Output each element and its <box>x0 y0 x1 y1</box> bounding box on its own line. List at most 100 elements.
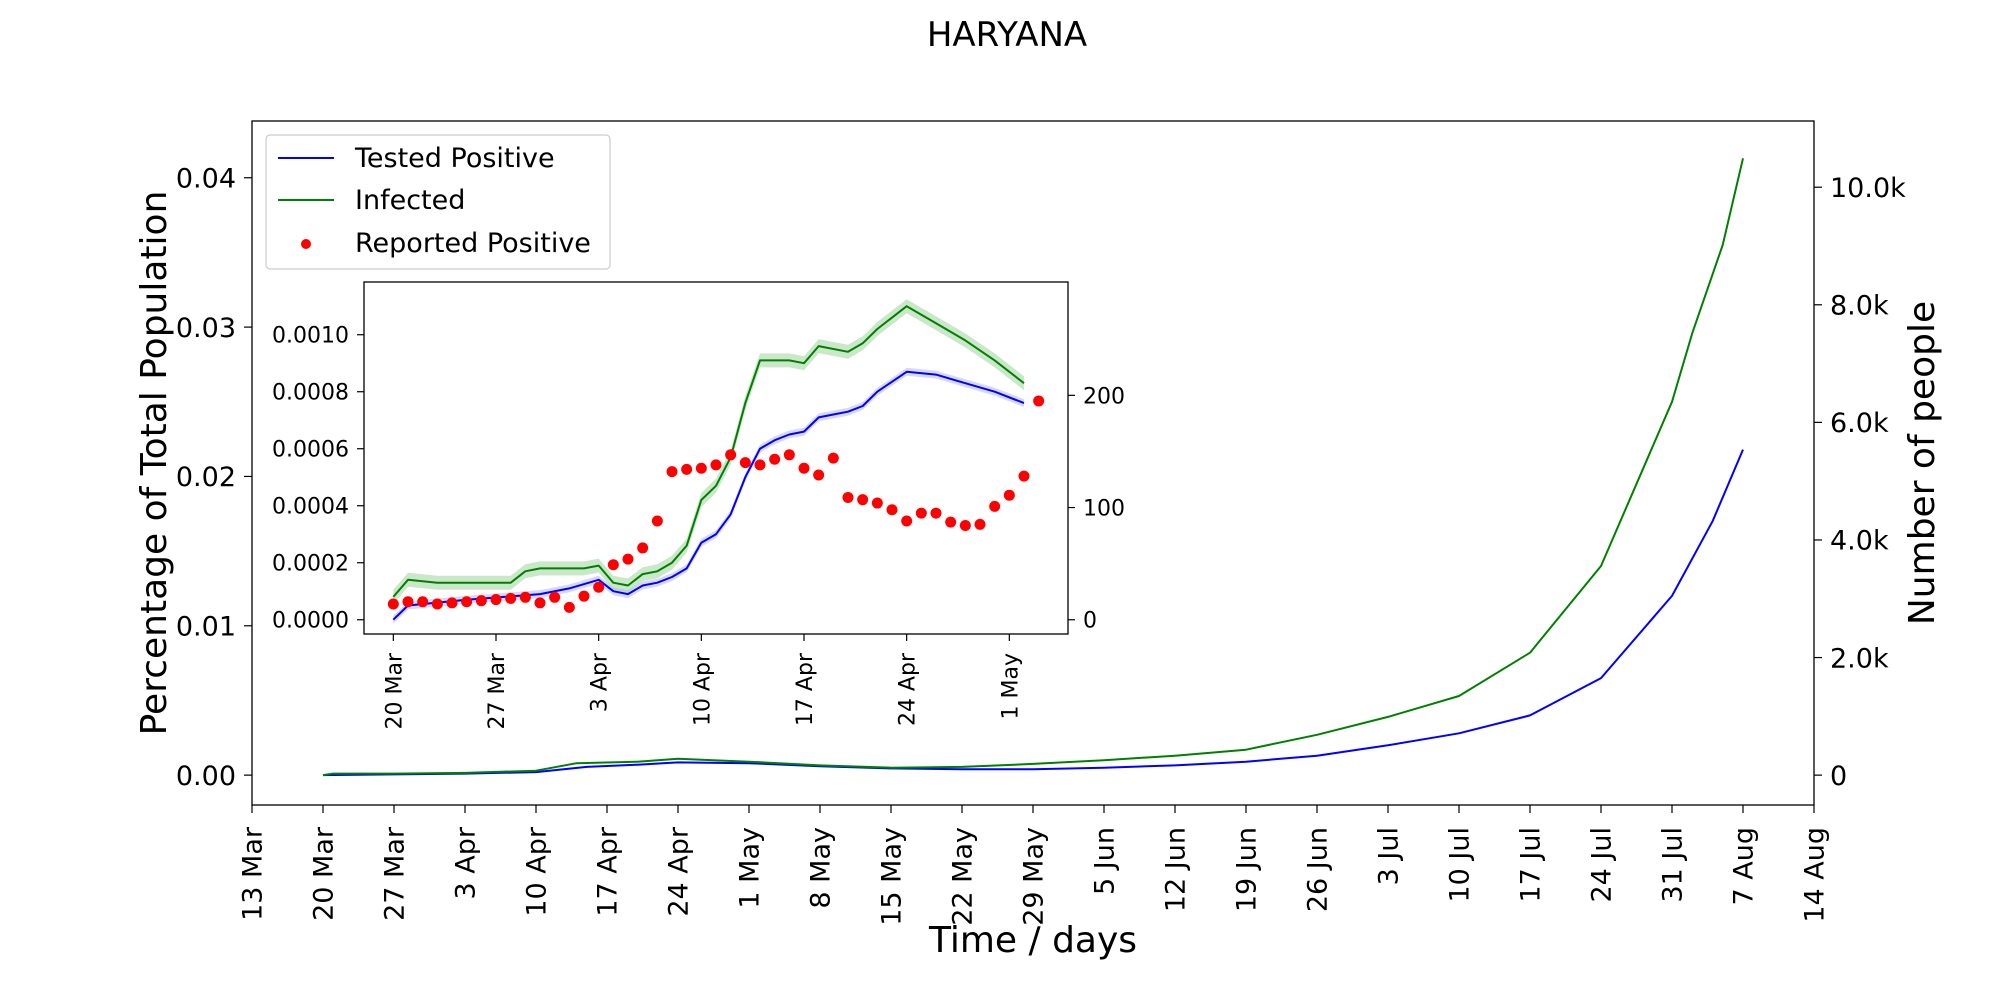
main-tested-positive-line <box>322 449 1744 777</box>
main-x-tick-label: 27 Mar <box>380 826 411 921</box>
inset-y-tick-label: 0.0004 <box>272 495 349 520</box>
main-x-tick-label: 20 Mar <box>309 826 340 921</box>
inset-reported-positive-point <box>842 491 854 503</box>
inset-reported-positive-point <box>989 500 1001 512</box>
inset-x-tick-label: 1 May <box>998 653 1023 719</box>
inset-tested-positive-band <box>393 367 1024 624</box>
inset-reported-positive-point <box>578 590 590 602</box>
main-y-tick-label: 0.01 <box>176 612 236 643</box>
main-x-tick-label: 24 Jul <box>1587 827 1618 903</box>
main-chart: 13 Mar 20 Mar 27 Mar 3 Apr 10 Apr 17 Apr 24 Ap… <box>134 120 1943 961</box>
main-y-tick-label: 0.04 <box>176 163 236 194</box>
main-y2-tick-label: 0 <box>1830 761 1847 792</box>
inset-reported-positive-point <box>563 601 575 613</box>
main-x-tick-label: 22 May <box>948 827 979 926</box>
inset-reported-positive-point <box>402 596 414 608</box>
inset-reported-positive-point <box>959 519 971 531</box>
main-x-tick-label: 13 Mar <box>238 826 269 921</box>
main-x-tick-label: 19 Jun <box>1232 827 1263 912</box>
inset-reported-positive-point <box>461 596 473 608</box>
legend-swatch-reported <box>301 239 311 249</box>
main-x-tick-label: 3 Jul <box>1374 827 1405 885</box>
inset-reported-positive-point <box>681 463 693 475</box>
main-y2-axis-label: Number of people <box>1902 301 1943 625</box>
main-x-tick-label: 8 May <box>806 827 837 909</box>
main-x-tick-label: 17 Apr <box>593 826 624 917</box>
inset-reported-positive-point <box>827 452 839 464</box>
inset-reported-positive-point <box>446 597 458 609</box>
inset-plot-frame <box>363 281 1069 635</box>
inset-tested-positive-line <box>392 370 1025 621</box>
inset-x-tick-label: 3 Apr <box>588 652 613 712</box>
inset-y-tick-label: 0.0000 <box>272 609 349 634</box>
inset-infected-line <box>392 305 1025 598</box>
inset-reported-positive-point <box>945 516 957 528</box>
main-x-tick-label: 26 Jun <box>1303 827 1334 912</box>
main-x-tick-label: 3 Apr <box>451 826 482 899</box>
inset-reported-positive-point <box>475 595 487 607</box>
legend: Tested Positive Infected Reported Positi… <box>265 134 611 270</box>
inset-y2-tick-label: 100 <box>1083 496 1125 521</box>
inset-reported-positive-point <box>1003 489 1015 501</box>
main-y-axis-label: Percentage of Total Population <box>134 191 175 736</box>
legend-label-reported: Reported Positive <box>355 228 591 259</box>
main-x-tick-label: 31 Jul <box>1658 827 1689 903</box>
inset-y2-tick-label: 0 <box>1083 609 1097 634</box>
inset-reported-positive-point <box>974 518 986 530</box>
main-x-tick-label: 14 Aug <box>1800 827 1831 923</box>
legend-label-infected: Infected <box>355 185 465 216</box>
inset-reported-positive-point <box>417 596 429 608</box>
main-infected-line <box>322 158 1744 777</box>
inset-reported-positive-point <box>857 494 869 506</box>
legend-frame <box>265 134 611 270</box>
inset-reported-positive-point <box>622 553 634 565</box>
inset-x-tick-label: 27 Mar <box>485 652 510 729</box>
inset-x-tick-label: 20 Mar <box>382 652 407 729</box>
main-x-tick-label: 10 Jul <box>1445 827 1476 903</box>
inset-reported-positive-point <box>534 597 546 609</box>
inset-reported-positive-point <box>695 462 707 474</box>
main-y2-tick-label: 4.0k <box>1830 526 1889 557</box>
inset-reported-positive-point <box>769 453 781 465</box>
inset-x-tick-label: 24 Apr <box>896 652 921 726</box>
inset-reported-positive-point <box>431 598 443 610</box>
inset-reported-positive-point <box>915 507 927 519</box>
inset-reported-positive-point <box>519 591 531 603</box>
main-x-tick-label: 24 Apr <box>664 826 695 917</box>
inset-reported-positive-point <box>593 581 605 593</box>
inset-reported-positive-point <box>1033 395 1045 407</box>
main-y2-tick-label: 2.0k <box>1830 643 1889 674</box>
legend-label-tested: Tested Positive <box>354 143 555 174</box>
inset-x-tick-label: 17 Apr <box>793 652 818 726</box>
inset-reported-positive-point <box>666 466 678 478</box>
inset-reported-positive-point <box>798 462 810 474</box>
inset-reported-positive-point <box>637 542 649 554</box>
inset-reported-positive-point <box>739 457 751 469</box>
inset-reported-positive-point <box>651 515 663 527</box>
main-y-tick-label: 0.00 <box>176 761 236 792</box>
inset-reported-positive-point <box>607 559 619 571</box>
main-x-tick-label: 15 May <box>877 827 908 926</box>
inset-reported-positive-point <box>813 469 825 481</box>
inset-y-tick-label: 0.0008 <box>272 381 349 406</box>
inset-reported-positive-point <box>901 515 913 527</box>
main-y-tick-label: 0.02 <box>176 462 236 493</box>
inset-reported-positive-point <box>490 594 502 606</box>
inset-reported-positive-point <box>505 592 517 604</box>
inset-reported-positive-point <box>1018 470 1030 482</box>
main-y2-tick-label: 6.0k <box>1830 408 1889 439</box>
inset-reported-positive-point <box>710 459 722 471</box>
inset-reported-positive-point <box>871 497 883 509</box>
inset-x-tick-label: 10 Apr <box>690 652 715 726</box>
main-y2-tick-label: 8.0k <box>1830 291 1889 322</box>
inset-reported-positive-point <box>930 507 942 519</box>
main-x-tick-label: 1 May <box>735 827 766 909</box>
main-y2-tick-label: 10.0k <box>1830 173 1906 204</box>
inset-reported-positive-point <box>725 449 737 461</box>
main-x-tick-label: 10 Apr <box>522 826 553 917</box>
inset-reported-positive-point <box>387 598 399 610</box>
inset-y-tick-label: 0.0002 <box>272 552 349 577</box>
main-x-tick-label: 29 May <box>1019 827 1050 926</box>
inset-reported-positive-point <box>754 459 766 471</box>
